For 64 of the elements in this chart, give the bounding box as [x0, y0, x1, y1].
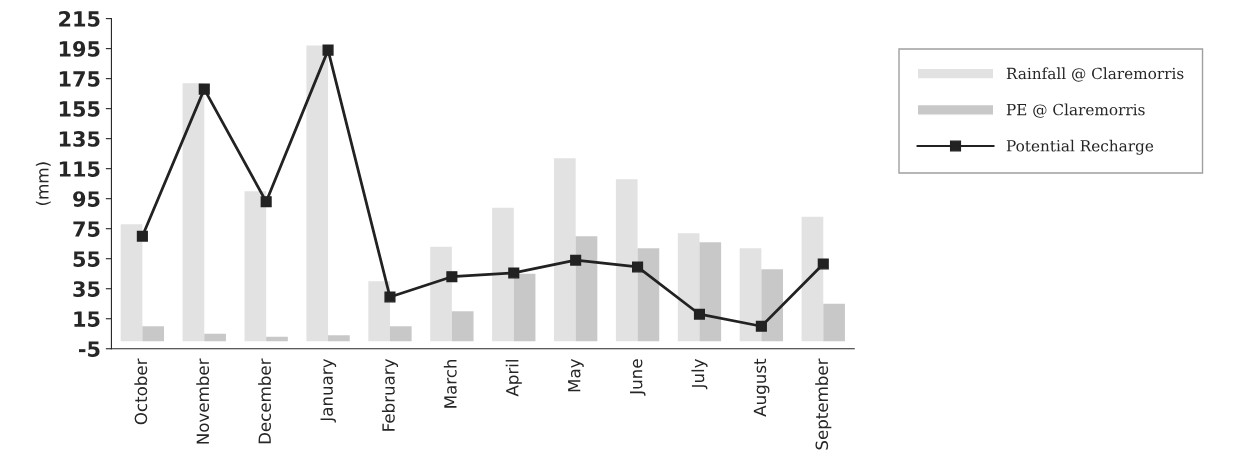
y-tick-label: 95 — [73, 191, 100, 207]
point — [508, 267, 520, 279]
point — [570, 254, 582, 266]
bar — [637, 248, 660, 342]
x-tick-label: January — [320, 358, 337, 423]
legend-label: Potential Recharge — [1006, 139, 1154, 155]
bar — [244, 191, 267, 342]
point — [198, 83, 210, 95]
bar — [368, 281, 390, 342]
bar — [389, 326, 412, 342]
x-tick-label: August — [753, 358, 770, 417]
bar — [677, 233, 700, 342]
y-tick-label: 55 — [73, 251, 100, 267]
bar — [823, 303, 845, 342]
y-tick-label: 115 — [59, 161, 100, 177]
bar — [204, 333, 226, 342]
y-tick-label: 35 — [73, 281, 100, 297]
x-tick-label: February — [381, 358, 399, 431]
y-tick-label: 135 — [59, 131, 100, 147]
y-tick-label: 195 — [59, 41, 100, 57]
bar — [451, 311, 474, 342]
bar — [615, 179, 638, 342]
point — [755, 320, 767, 332]
bar — [801, 216, 824, 342]
bar — [266, 336, 288, 342]
bar — [306, 45, 329, 342]
x-tick-label: March — [443, 359, 457, 408]
legend-label: PE @ Claremorris — [1006, 103, 1145, 118]
x-tick-label: October — [134, 358, 148, 425]
point — [446, 271, 458, 283]
x-tick-label: May — [568, 358, 584, 392]
x-tick-label: April — [505, 360, 522, 397]
bar — [492, 207, 514, 342]
y-tick-label: 15 — [74, 311, 100, 327]
x-tick-label: July — [691, 358, 708, 390]
point — [632, 261, 644, 273]
bar — [513, 273, 536, 342]
bar — [430, 246, 452, 342]
bar — [142, 326, 165, 342]
bar — [328, 335, 350, 342]
x-tick-label: November — [196, 358, 210, 444]
bar — [575, 236, 598, 342]
point — [322, 44, 334, 56]
x-tick-label: December — [258, 358, 272, 444]
point — [693, 308, 706, 320]
y-tick-label: 155 — [59, 101, 100, 117]
point — [817, 258, 829, 270]
point — [260, 196, 272, 208]
y-tick-label: 75 — [73, 221, 100, 237]
legend-label: Rainfall @ Claremorris — [1006, 67, 1184, 82]
point — [384, 291, 396, 303]
bar — [699, 242, 722, 342]
point — [136, 230, 148, 242]
y-tick-label: 175 — [59, 71, 100, 87]
y-axis-title: (mm) — [35, 162, 51, 205]
y-tick-label: 215 — [59, 11, 100, 27]
y-tick-label: -5 — [78, 341, 100, 357]
bar — [739, 248, 762, 342]
bar — [120, 224, 143, 342]
x-tick-label: June — [630, 359, 646, 396]
x-tick-label: September — [815, 358, 832, 450]
bar — [554, 158, 576, 342]
bar — [761, 269, 784, 342]
bar — [182, 83, 205, 342]
